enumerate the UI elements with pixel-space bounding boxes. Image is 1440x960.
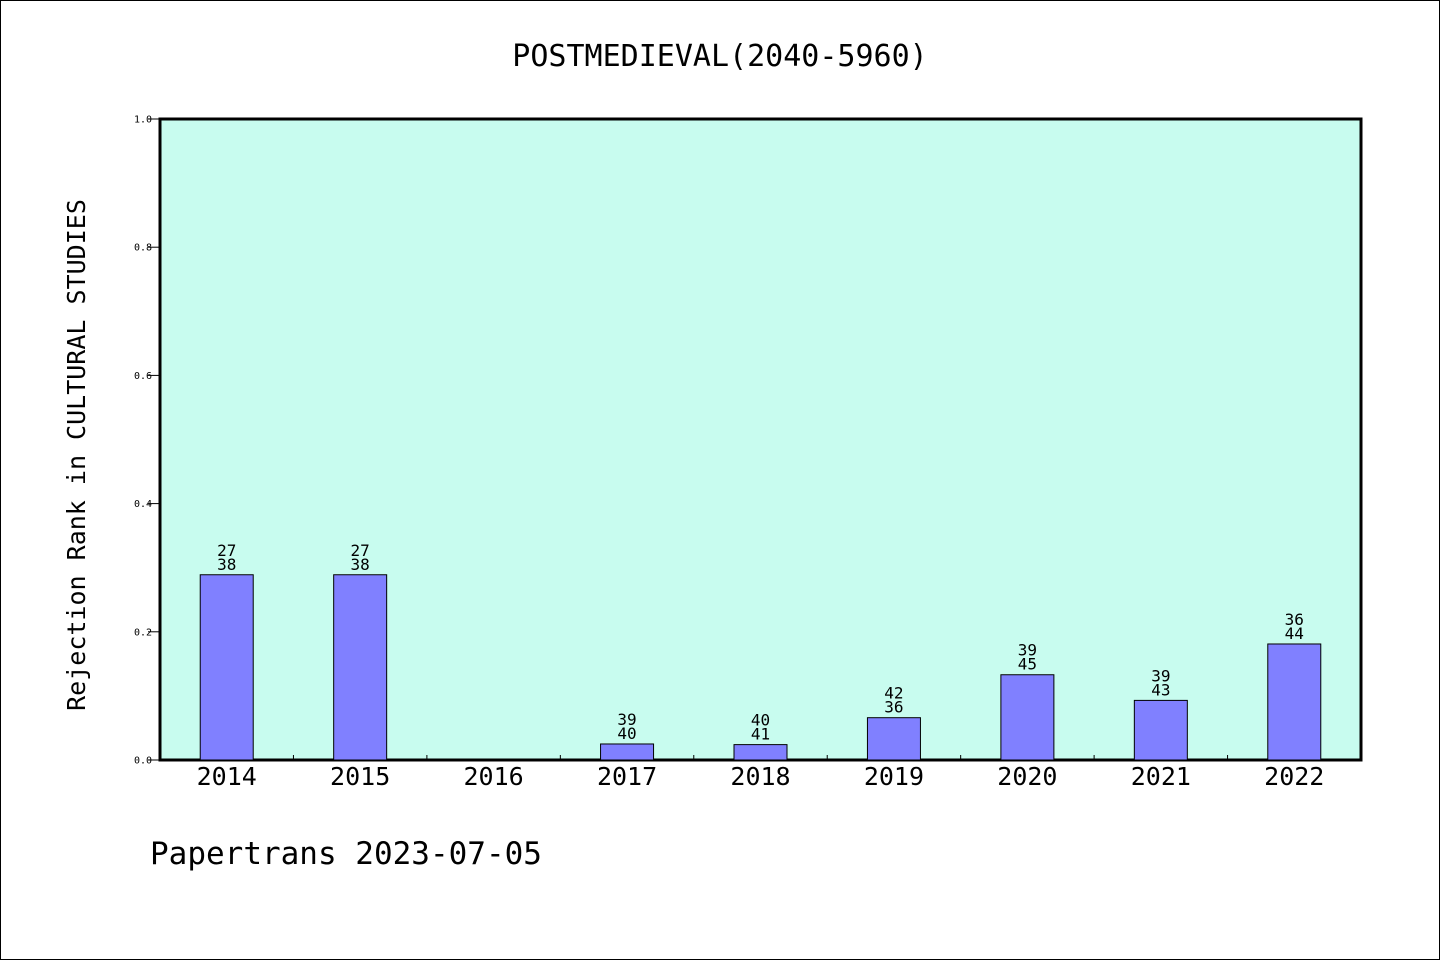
bar <box>1000 674 1055 761</box>
bar <box>1133 699 1188 761</box>
x-tick-label: 2020 <box>997 762 1057 791</box>
data-label-top: 27 <box>217 541 236 560</box>
data-label-top: 39 <box>1151 666 1170 685</box>
x-tick-label: 2021 <box>1131 762 1191 791</box>
data-label-bottom: 38 <box>351 555 370 574</box>
data-label-top: 39 <box>1018 641 1037 660</box>
data-label-bottom: 43 <box>1151 680 1170 699</box>
bar <box>199 574 254 761</box>
y-tick-label: 0.0 <box>134 756 152 767</box>
y-tick-label: 1.0 <box>134 115 152 126</box>
bar <box>866 717 921 761</box>
x-tick-label: 2014 <box>197 762 257 791</box>
y-axis-label: Rejection Rank in CULTURAL STUDIES <box>62 199 91 711</box>
data-label-bottom: 45 <box>1018 655 1037 674</box>
bar <box>600 743 655 761</box>
y-tick-label: 0.6 <box>134 371 152 382</box>
x-tick-label: 2022 <box>1264 762 1324 791</box>
footer-text: Papertrans 2023-07-05 <box>150 836 542 872</box>
data-label-bottom: 38 <box>217 555 236 574</box>
x-tick-label: 2015 <box>330 762 390 791</box>
bar <box>733 744 788 761</box>
chart-title: POSTMEDIEVAL(2040-5960) <box>512 39 927 74</box>
x-tick-label: 2016 <box>464 762 524 791</box>
x-tick-label: 2017 <box>597 762 657 791</box>
y-tick-label: 0.8 <box>134 243 152 254</box>
data-label-top: 36 <box>1285 610 1304 629</box>
y-tick-label: 0.2 <box>134 627 152 638</box>
y-axis: 0.0 0.2 0.4 0.6 0.8 1.0 <box>134 115 160 767</box>
x-tick-label: 2018 <box>730 762 790 791</box>
data-label-bottom: 41 <box>751 725 770 744</box>
data-label-bottom: 44 <box>1285 624 1304 643</box>
data-label-top: 42 <box>884 684 903 703</box>
y-tick-label: 0.4 <box>134 499 152 510</box>
bar <box>333 574 388 761</box>
bar <box>1267 643 1322 761</box>
data-label-top: 40 <box>751 711 770 730</box>
data-label-bottom: 40 <box>617 724 636 743</box>
x-axis: 2014 2015 2016 2017 2018 2019 2020 2021 2022 <box>197 755 1324 791</box>
x-tick-label: 2019 <box>864 762 924 791</box>
data-label-bottom: 36 <box>884 698 903 717</box>
data-label-top: 39 <box>617 710 636 729</box>
data-label-top: 27 <box>351 541 370 560</box>
